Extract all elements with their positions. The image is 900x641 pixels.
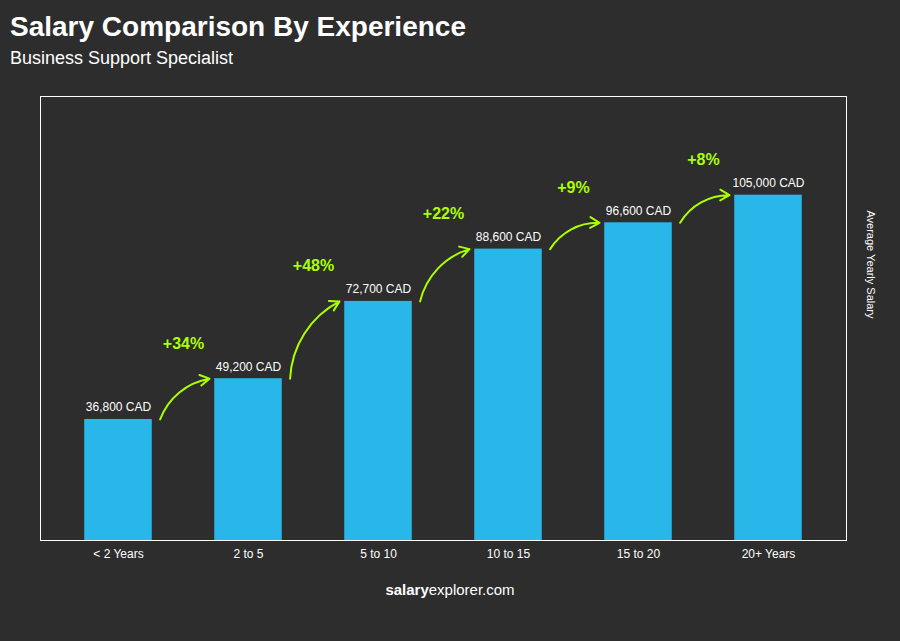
svg-text:105,000 CAD: 105,000 CAD (732, 176, 804, 190)
svg-text:88,600 CAD: 88,600 CAD (476, 230, 542, 244)
svg-text:+34%: +34% (163, 335, 204, 352)
svg-text:+9%: +9% (557, 179, 589, 196)
svg-text:2 to 5: 2 to 5 (233, 547, 263, 561)
html-text:Business Support Specialist: Business Support Specialist (10, 48, 234, 68)
svg-text:5 to 10: 5 to 10 (360, 547, 397, 561)
svg-text:Average Yearly Salary: Average Yearly Salary (865, 210, 877, 319)
svg-text:+22%: +22% (423, 205, 464, 222)
svg-text:10 to 15: 10 to 15 (487, 547, 531, 561)
html-text:salary explorer.com: salary explorer.com (385, 581, 515, 598)
svg-text:36,800 CAD: 36,800 CAD (86, 400, 152, 414)
html-text:Salary Comparison By Experienc: Salary Comparison By Experience (10, 11, 466, 42)
svg-text:96,600 CAD: 96,600 CAD (606, 204, 672, 218)
svg-text:+48%: +48% (293, 257, 334, 274)
svg-text:72,700 CAD: 72,700 CAD (346, 282, 412, 296)
svg-text:< 2 Years: < 2 Years (93, 547, 143, 561)
svg-text:20+ Years: 20+ Years (742, 547, 796, 561)
svg-text:15 to 20: 15 to 20 (617, 547, 661, 561)
svg-text:+8%: +8% (687, 151, 719, 168)
svg-text:49,200 CAD: 49,200 CAD (216, 360, 282, 374)
